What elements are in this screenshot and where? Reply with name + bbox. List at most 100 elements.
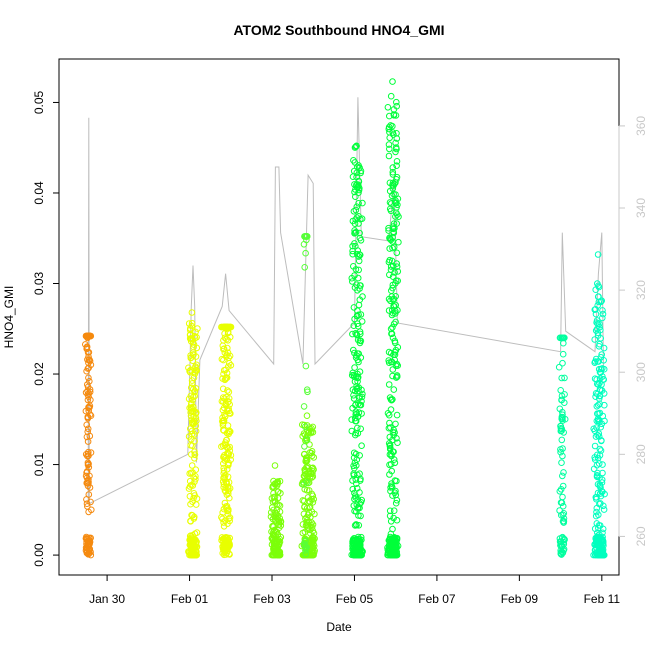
- data-point: [558, 374, 566, 382]
- data-point: [225, 538, 232, 546]
- data-point: [189, 512, 196, 519]
- data-point: [86, 386, 94, 393]
- y-tick-label: 0.00: [32, 543, 46, 567]
- data-point: [600, 357, 608, 364]
- data-point: [87, 412, 95, 420]
- data-point: [387, 92, 395, 100]
- data-point: [301, 264, 309, 271]
- data-point: [390, 456, 398, 463]
- data-point: [557, 448, 564, 456]
- data-point: [393, 536, 401, 543]
- data-point: [194, 325, 201, 332]
- y-tick-label: 0.01: [32, 453, 46, 477]
- data-point: [85, 479, 92, 487]
- data-point: [87, 361, 95, 369]
- data-point: [226, 447, 234, 454]
- data-point: [392, 293, 400, 300]
- data-point: [389, 164, 397, 171]
- data-point: [559, 408, 566, 416]
- data-point: [355, 186, 363, 194]
- data-point: [188, 309, 196, 316]
- data-point: [355, 178, 363, 185]
- data-point: [601, 401, 608, 409]
- data-point: [358, 386, 365, 394]
- data-point: [390, 514, 397, 522]
- data-point: [271, 493, 279, 501]
- data-point: [355, 358, 362, 366]
- data-point: [308, 524, 316, 531]
- data-point: [560, 540, 568, 548]
- data-point: [386, 507, 394, 515]
- data-point: [389, 122, 396, 130]
- data-point: [309, 547, 316, 555]
- data-point: [357, 533, 365, 541]
- data-point: [559, 493, 566, 501]
- data-point: [560, 429, 568, 436]
- data-point: [190, 404, 197, 411]
- data-point: [87, 449, 95, 456]
- data-point: [354, 322, 362, 330]
- data-point: [389, 284, 396, 292]
- data-point: [357, 512, 364, 520]
- data-point: [355, 266, 363, 274]
- data-point: [188, 322, 195, 330]
- data-point: [352, 450, 360, 458]
- data-point: [390, 386, 398, 393]
- data-point: [593, 495, 600, 503]
- data-point: [193, 551, 200, 559]
- data-point: [598, 351, 606, 358]
- data-point: [311, 510, 318, 518]
- data-point: [193, 361, 200, 369]
- data-point: [598, 476, 606, 484]
- data-point: [349, 485, 357, 493]
- data-point: [85, 491, 93, 498]
- data-point: [271, 531, 278, 539]
- data-point: [593, 424, 600, 431]
- data-point: [224, 387, 231, 394]
- data-point: [390, 243, 398, 251]
- data-point: [85, 404, 92, 412]
- data-point: [394, 277, 402, 285]
- data-point: [390, 112, 398, 119]
- data-point: [394, 344, 402, 351]
- data-point: [189, 482, 197, 489]
- data-point: [273, 482, 281, 489]
- data-point: [393, 263, 401, 271]
- data-point: [386, 245, 394, 252]
- data-point: [392, 139, 399, 147]
- data-point: [559, 472, 566, 480]
- data-point: [275, 501, 282, 509]
- data-point: [188, 462, 196, 469]
- data-point: [390, 131, 397, 138]
- data-point: [86, 378, 93, 385]
- data-point: [308, 495, 315, 503]
- data-point: [358, 536, 365, 544]
- data-point: [599, 525, 607, 533]
- data-point: [226, 428, 234, 435]
- data-point: [356, 368, 364, 376]
- data-point: [592, 306, 599, 313]
- data-point: [394, 268, 402, 275]
- data-point: [595, 430, 603, 437]
- data-point: [558, 425, 566, 433]
- data-point: [390, 448, 397, 456]
- data-point: [223, 374, 231, 382]
- data-point: [309, 499, 317, 506]
- data-point: [191, 334, 199, 342]
- data-point: [558, 459, 565, 467]
- data-point: [357, 337, 365, 345]
- data-point: [358, 318, 366, 325]
- data-point: [86, 432, 94, 440]
- data-point: [309, 521, 317, 528]
- data-point: [226, 427, 233, 435]
- data-point: [359, 199, 366, 207]
- data-point: [385, 411, 393, 419]
- data-point: [188, 436, 195, 443]
- data-point: [395, 213, 402, 220]
- data-point: [359, 390, 366, 398]
- data-point: [392, 420, 399, 428]
- secondary-series-layer: [86, 97, 604, 505]
- data-point: [392, 542, 400, 550]
- data-point: [558, 415, 566, 423]
- data-point: [301, 538, 309, 545]
